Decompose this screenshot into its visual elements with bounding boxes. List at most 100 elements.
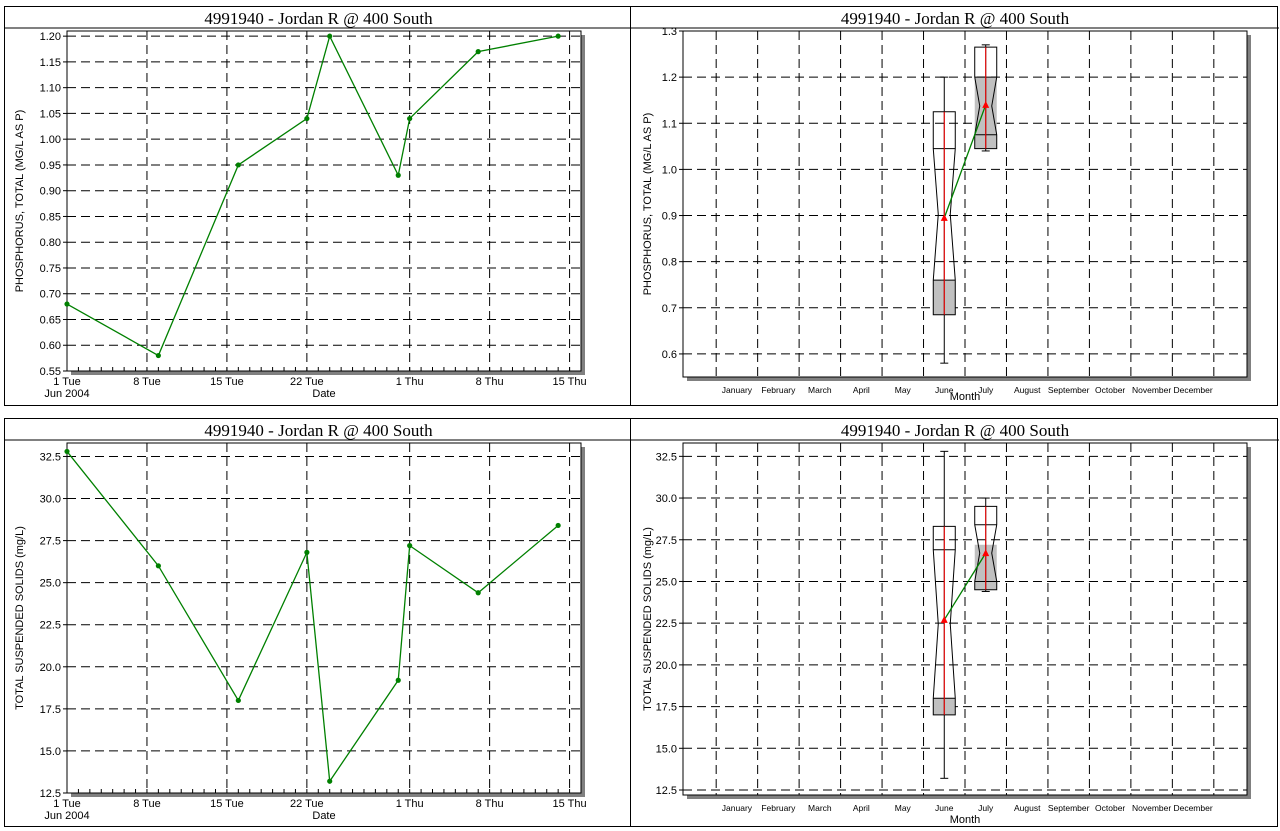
x-tick-label: May: [895, 803, 912, 813]
x-axis-label: Date: [312, 810, 335, 822]
x-tick-label: 1 Tue: [53, 376, 81, 388]
y-tick-label: 27.5: [656, 535, 677, 547]
data-point: [304, 116, 309, 121]
x-tick-label: July: [978, 385, 994, 395]
y-tick-label: 22.5: [40, 620, 61, 632]
x-tick-label: July: [978, 803, 994, 813]
y-tick-label: 0.9: [662, 211, 677, 223]
x-tick-label: 8 Thu: [476, 798, 504, 810]
chart-panel-1: 4991940 - Jordan R @ 400 South 0.55 0.60 0.…: [4, 6, 631, 406]
phosphorus-monthly-boxplot: 4991940 - Jordan R @ 400 South 0.6 0.7 0.8 0…: [631, 7, 1279, 407]
x-tick-label: 22 Tue: [290, 376, 324, 388]
y-tick-label: 1.10: [40, 83, 61, 95]
y-tick-label: 30.0: [656, 493, 677, 505]
data-point: [476, 49, 481, 54]
x-tick-label: April: [853, 803, 870, 813]
y-axis-label: TOTAL SUSPENDED SOLIDS (mg/L): [14, 526, 26, 710]
y-tick-label: 0.7: [662, 303, 677, 315]
x-tick-label: March: [808, 803, 832, 813]
chart-panel-3: 4991940 - Jordan R @ 400 South 12.5 15.0 17…: [4, 418, 631, 827]
y-tick-label: 0.75: [40, 263, 61, 275]
chart-title: 4991940 - Jordan R @ 400 South: [204, 421, 433, 440]
y-tick-label: 0.85: [40, 211, 61, 223]
data-point: [156, 563, 161, 568]
y-tick-label: 15.0: [40, 746, 61, 758]
chart-panel-2: 4991940 - Jordan R @ 400 South 0.6 0.7 0.8 0…: [630, 6, 1278, 406]
y-tick-label: 1.2: [662, 72, 677, 84]
x-tick-label: 15 Thu: [553, 376, 587, 388]
x-tick-label: December: [1173, 385, 1212, 395]
data-point: [396, 678, 401, 683]
x-tick-label: April: [853, 385, 870, 395]
y-tick-label: 25.0: [40, 578, 61, 590]
x-tick-label: 15 Tue: [210, 376, 244, 388]
data-point: [327, 779, 332, 784]
x-tick-label: May: [895, 385, 912, 395]
x-tick-label: March: [808, 385, 832, 395]
y-tick-label: 0.60: [40, 340, 61, 352]
x-tick-label: August: [1014, 385, 1041, 395]
y-tick-label: 1.3: [662, 26, 677, 38]
plot-area: [67, 443, 581, 793]
y-tick-label: 0.65: [40, 314, 61, 326]
data-point: [64, 449, 69, 454]
y-tick-label: 1.20: [40, 31, 61, 43]
x-tick-sublabel: Jun 2004: [44, 388, 89, 400]
data-point: [236, 698, 241, 703]
x-tick-label: December: [1173, 803, 1212, 813]
y-tick-label: 0.6: [662, 349, 677, 361]
y-tick-label: 25.0: [656, 576, 677, 588]
y-tick-label: 0.95: [40, 160, 61, 172]
y-tick-label: 0.70: [40, 289, 61, 301]
chart-title: 4991940 - Jordan R @ 400 South: [204, 9, 433, 28]
data-point: [304, 550, 309, 555]
x-tick-label: February: [761, 803, 796, 813]
phosphorus-time-series-chart: 4991940 - Jordan R @ 400 South 0.55 0.60 0.…: [5, 7, 632, 407]
data-point: [407, 116, 412, 121]
x-tick-label: February: [761, 385, 796, 395]
x-tick-label: January: [722, 385, 753, 395]
y-tick-label: 27.5: [40, 536, 61, 548]
data-point: [556, 34, 561, 39]
y-tick-label: 0.8: [662, 257, 677, 269]
x-tick-label: October: [1095, 803, 1125, 813]
y-tick-label: 30.0: [40, 494, 61, 506]
y-axis-label: PHOSPHORUS, TOTAL (MG/L AS P): [14, 110, 26, 293]
x-tick-label: 8 Tue: [133, 376, 161, 388]
x-tick-label: September: [1048, 385, 1090, 395]
y-tick-label: 32.5: [656, 451, 677, 463]
x-tick-label: November: [1132, 803, 1171, 813]
x-tick-label: 1 Tue: [53, 798, 81, 810]
chart-panel-4: 4991940 - Jordan R @ 400 South 12.5 15.0 17…: [630, 418, 1278, 827]
plot-area: [67, 31, 581, 371]
y-tick-label: 0.90: [40, 186, 61, 198]
y-tick-label: 1.00: [40, 134, 61, 146]
y-axis-label: TOTAL SUSPENDED SOLIDS (mg/L): [642, 527, 654, 711]
x-tick-label: November: [1132, 385, 1171, 395]
x-axis-label: Month: [950, 391, 981, 403]
y-tick-label: 20.0: [656, 660, 677, 672]
x-tick-label: 1 Thu: [396, 798, 424, 810]
data-point: [407, 543, 412, 548]
y-tick-label: 17.5: [656, 702, 677, 714]
y-tick-label: 22.5: [656, 618, 677, 630]
y-tick-label: 1.05: [40, 108, 61, 120]
x-tick-label: 8 Tue: [133, 798, 161, 810]
x-axis-label: Date: [312, 388, 335, 400]
x-tick-label: January: [722, 803, 753, 813]
x-tick-sublabel: Jun 2004: [44, 810, 89, 822]
x-tick-label: August: [1014, 803, 1041, 813]
x-axis-label: Month: [950, 814, 981, 826]
y-tick-label: 12.5: [656, 785, 677, 797]
y-tick-label: 15.0: [656, 743, 677, 755]
y-tick-label: 32.5: [40, 451, 61, 463]
y-tick-label: 0.80: [40, 237, 61, 249]
x-tick-label: September: [1048, 803, 1090, 813]
y-tick-label: 1.0: [662, 164, 677, 176]
x-tick-label: 22 Tue: [290, 798, 324, 810]
x-tick-label: 15 Thu: [553, 798, 587, 810]
y-tick-label: 20.0: [40, 662, 61, 674]
data-point: [556, 523, 561, 528]
y-axis-label: PHOSPHORUS, TOTAL (MG/L AS P): [642, 113, 654, 296]
data-point: [476, 590, 481, 595]
